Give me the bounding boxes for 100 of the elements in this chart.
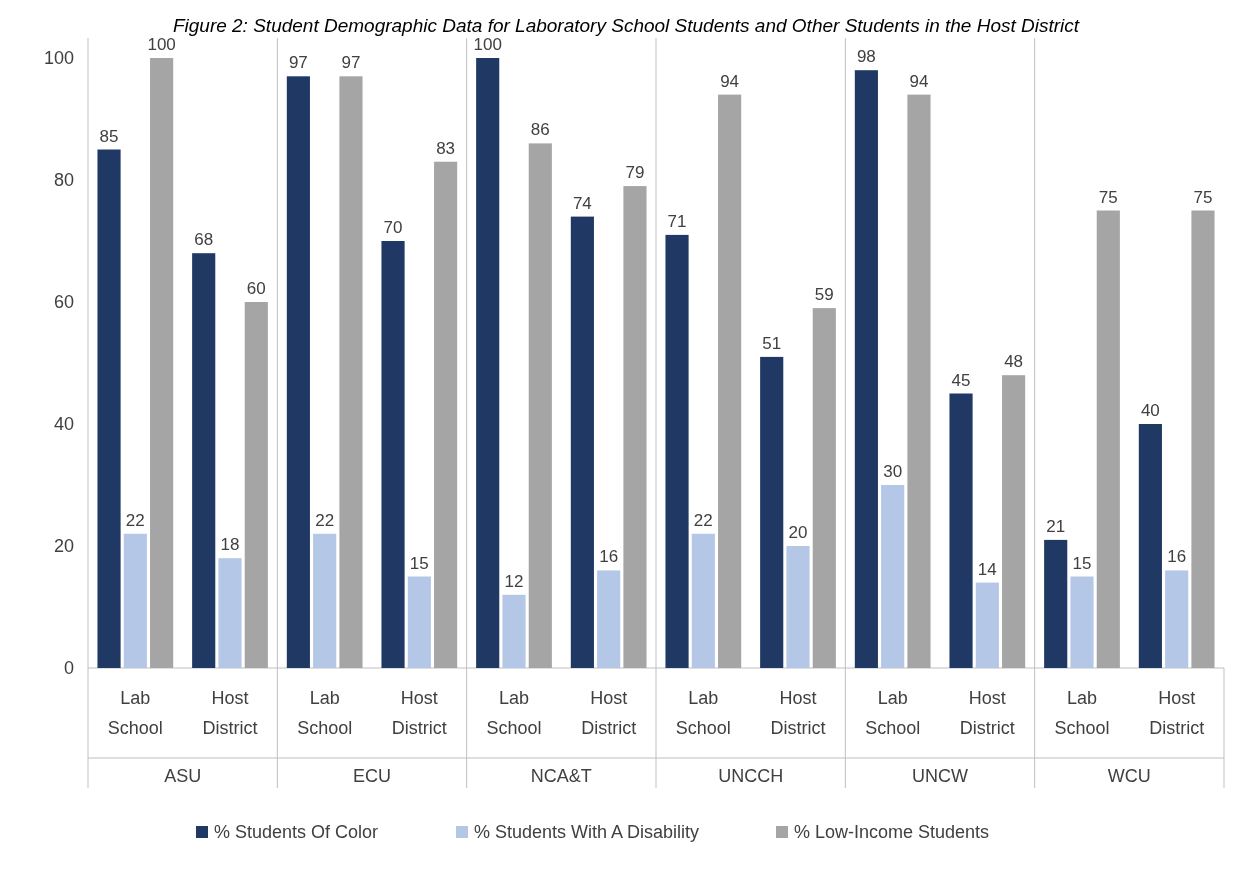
data-label: 12	[504, 571, 524, 591]
data-label: 97	[288, 53, 308, 73]
bar	[381, 241, 405, 668]
x-tick-label: Lab School	[1054, 688, 1110, 738]
bar	[407, 576, 431, 668]
x-tick-label: Lab School	[107, 688, 163, 738]
data-label: 74	[572, 193, 592, 213]
y-tick-label: 20	[53, 536, 74, 556]
text: UNCW	[912, 766, 968, 786]
data-label: 20	[788, 523, 808, 542]
bar	[665, 234, 689, 668]
data-label: 30	[883, 462, 903, 481]
bar	[881, 485, 905, 668]
bar	[949, 393, 973, 668]
bar	[244, 302, 268, 668]
data-label: 60	[246, 279, 266, 298]
text: NCA&T	[530, 766, 592, 786]
bar	[597, 570, 621, 668]
bar	[434, 161, 458, 668]
bar	[760, 356, 784, 668]
y-tick-label: 80	[53, 170, 74, 190]
bar	[218, 558, 242, 668]
chart-title: Figure 2: Student Demographic Data for Laboratory School Students and Other Students in the Host District	[172, 15, 1080, 36]
x-tick-label: Lab School	[297, 688, 353, 738]
data-label: 94	[720, 71, 740, 91]
data-label: 22	[315, 510, 335, 530]
bar	[339, 76, 363, 668]
data-label: 22	[693, 510, 713, 530]
data-label: 94	[909, 71, 929, 91]
bar	[1191, 210, 1215, 668]
data-label: 21	[1046, 516, 1066, 536]
data-label: 40	[1140, 401, 1160, 420]
data-label: 22	[125, 510, 145, 530]
data-label: 83	[436, 138, 456, 158]
text: ASU	[164, 766, 202, 786]
data-label: 68	[194, 230, 214, 250]
bar	[854, 70, 878, 668]
x-tick-label: Host District	[202, 688, 258, 738]
bar	[150, 58, 174, 668]
data-label: 48	[1004, 352, 1024, 372]
x-tick-label: Lab School	[865, 688, 921, 738]
bar	[1138, 424, 1162, 668]
data-label: 16	[599, 547, 619, 567]
y-tick-label: 40	[53, 414, 74, 434]
legend-label: % Students Of Color	[214, 822, 379, 842]
bar	[1070, 576, 1094, 668]
bar	[528, 143, 552, 668]
legend-label: % Low-Income Students	[794, 822, 990, 842]
bar	[570, 216, 594, 668]
data-label: 70	[383, 218, 403, 237]
bar	[1096, 210, 1120, 668]
bar	[313, 533, 337, 668]
data-label: 15	[1072, 553, 1092, 573]
data-label: 45	[951, 370, 971, 390]
bar	[623, 186, 647, 668]
bar	[1165, 570, 1189, 668]
data-label: 97	[341, 53, 361, 73]
bar	[718, 94, 742, 668]
y-tick-label: 0	[63, 658, 74, 678]
bar	[975, 582, 999, 668]
x-tick-label: Host District	[959, 688, 1015, 738]
x-tick-label: Lab School	[675, 688, 731, 738]
data-label: 79	[625, 163, 645, 183]
bar	[786, 546, 810, 668]
data-label: 51	[762, 333, 782, 353]
x-tick-label: Host District	[391, 688, 447, 738]
x-tick-label: Host District	[770, 688, 826, 738]
bar	[1002, 375, 1026, 668]
data-label: 71	[667, 211, 687, 231]
bar	[476, 58, 500, 668]
data-label: 86	[530, 120, 550, 140]
data-label: 14	[977, 559, 997, 579]
bar	[286, 76, 310, 668]
data-label: 75	[1193, 187, 1213, 207]
text: WCU	[1107, 766, 1151, 786]
x-tick-label: Host District	[1149, 688, 1205, 738]
data-label: 100	[147, 35, 176, 54]
data-label: 100	[473, 35, 502, 54]
data-label: 75	[1098, 187, 1118, 207]
y-tick-label: 60	[53, 292, 74, 312]
x-tick-label: Host District	[581, 688, 637, 738]
y-tick-label: 100	[43, 48, 74, 68]
bar	[907, 94, 931, 668]
bar	[123, 533, 147, 668]
data-label: 16	[1167, 547, 1187, 567]
data-label: 15	[409, 553, 429, 573]
bar	[192, 253, 216, 668]
bar	[812, 308, 836, 668]
text: ECU	[352, 766, 392, 786]
text: UNCCH	[718, 766, 784, 786]
legend-label: % Students With A Disability	[474, 822, 700, 842]
data-label: 85	[99, 126, 119, 146]
x-tick-label: Lab School	[486, 688, 542, 738]
data-label: 98	[856, 47, 876, 67]
bar	[97, 149, 121, 668]
bar	[691, 533, 715, 668]
data-label: 59	[814, 285, 834, 305]
bar	[1044, 539, 1068, 668]
data-label: 18	[220, 535, 240, 555]
bar	[502, 594, 526, 668]
